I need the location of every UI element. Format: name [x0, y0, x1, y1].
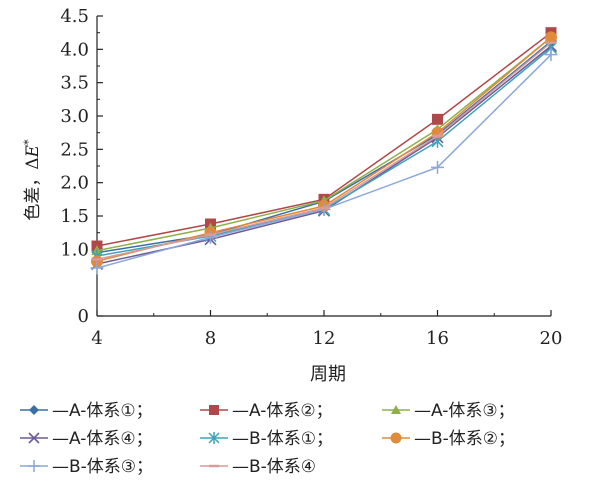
legend-item: —B-体系③； [20, 457, 153, 477]
x-axis-label: 周期 [310, 364, 346, 385]
legend-label: —A-体系②； [232, 401, 333, 421]
axes: 0 1.0 1.5 2.0 2.5 3.0 3.5 4.0 4.5 4 8 12 16 20 [60, 6, 562, 349]
series-point [544, 48, 558, 62]
y-tick-label: 2.5 [60, 139, 89, 160]
legend-item: —A-体系①； [20, 401, 153, 421]
legend-label: —A-体系④； [52, 429, 153, 449]
y-tick-label: 4.5 [60, 6, 89, 27]
series-line [96, 40, 552, 254]
y-tick-label: 2.0 [60, 173, 89, 194]
series-8 [91, 41, 557, 261]
legend: —A-体系①； —A-体系②； —A-体系③； —A-体系④； —B-体系①； —B-体系… [20, 401, 515, 477]
legend-item: —A-体系④； [20, 429, 153, 449]
legend-item: —B-体系④ [200, 457, 316, 477]
legend-item: —A-体系②； [200, 401, 333, 421]
x-ticks: 4 8 12 16 20 [91, 310, 562, 349]
series-point [432, 113, 443, 125]
series-point [28, 460, 40, 472]
y-axis-label-italic: E [23, 144, 43, 158]
legend-label: —B-体系④ [232, 457, 316, 477]
series-point [391, 405, 401, 414]
series-point [28, 432, 40, 444]
y-tick-label: 0 [78, 306, 89, 327]
y-tick-label: 1.5 [60, 206, 89, 227]
x-tick-label: 20 [540, 328, 563, 349]
legend-item: —A-体系③； [382, 401, 515, 421]
series-line [96, 42, 552, 261]
series-line [96, 36, 552, 263]
series-point [90, 261, 104, 275]
y-tick-label: 4.0 [60, 39, 89, 60]
series-2 [91, 27, 557, 252]
series-point [208, 432, 220, 444]
series-layer [90, 27, 558, 275]
series-point [204, 230, 217, 244]
legend-label: —A-体系③； [414, 401, 515, 421]
x-tick-label: 4 [91, 328, 102, 349]
x-tick-label: 12 [313, 328, 336, 349]
series-1 [91, 35, 557, 259]
series-6 [91, 31, 557, 268]
series-point [209, 405, 219, 415]
legend-label: —A-体系①； [52, 401, 153, 421]
series-4 [90, 39, 558, 271]
legend-item: —B-体系①； [200, 429, 333, 449]
series-point [431, 160, 444, 174]
y-axis-label: 色差，ΔE* [22, 139, 43, 221]
series-point [545, 31, 557, 44]
series-5 [90, 41, 558, 263]
legend-label: —B-体系①； [232, 429, 333, 449]
series-point [390, 432, 402, 444]
series-line [96, 36, 552, 252]
y-tick-label: 3.0 [60, 106, 89, 127]
y-ticks: 0 1.0 1.5 2.0 2.5 3.0 3.5 4.0 4.5 [60, 6, 103, 327]
legend-label: —B-体系②； [414, 429, 515, 449]
series-line [96, 47, 552, 257]
series-line [96, 45, 552, 265]
y-axis-label-sup: * [22, 139, 35, 145]
legend-label: —B-体系③； [52, 457, 153, 477]
series-3 [91, 31, 557, 256]
y-axis-label-main: 色差，Δ [23, 157, 43, 220]
legend-item: —B-体系②； [382, 429, 515, 449]
x-tick-label: 8 [205, 328, 216, 349]
y-tick-label: 1.0 [60, 239, 89, 260]
series-point [29, 405, 39, 415]
series-line [96, 54, 552, 269]
y-tick-label: 3.5 [60, 73, 89, 94]
x-tick-label: 16 [426, 328, 449, 349]
